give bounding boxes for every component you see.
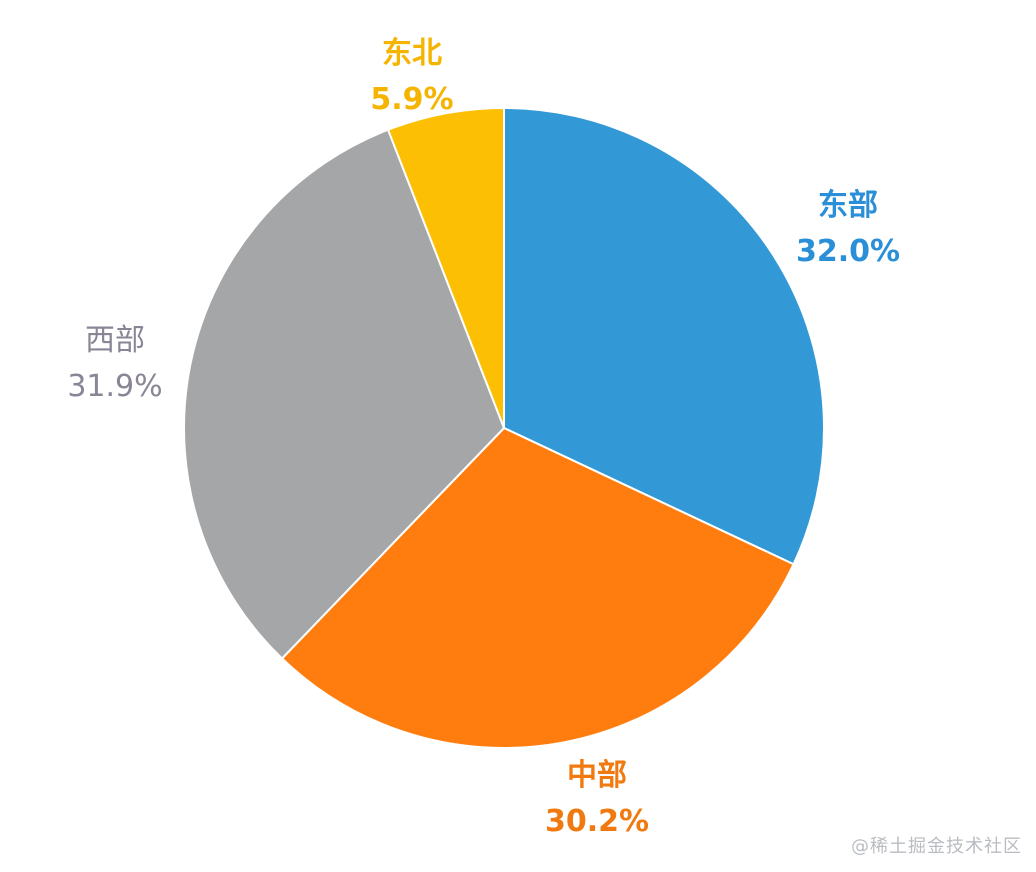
watermark-text: @稀土掘金技术社区 xyxy=(851,836,1022,857)
pie-slice-4 xyxy=(386,106,505,429)
slice-value-label-1: 32.0% xyxy=(796,234,900,269)
slice-value-label-3: 31.9% xyxy=(67,369,162,404)
slice-category-label-4: 东北 xyxy=(382,36,442,71)
pie-slice-2 xyxy=(280,426,795,749)
slice-value-label-2: 30.2% xyxy=(545,804,649,839)
slice-category-label-2: 中部 xyxy=(567,758,627,793)
pie-slice-1 xyxy=(503,106,825,566)
slice-value-label-4: 5.9% xyxy=(370,82,453,117)
slice-category-label-3: 西部 xyxy=(85,323,145,358)
pie-slice-3 xyxy=(183,128,506,660)
slice-category-label-1: 东部 xyxy=(818,188,878,223)
